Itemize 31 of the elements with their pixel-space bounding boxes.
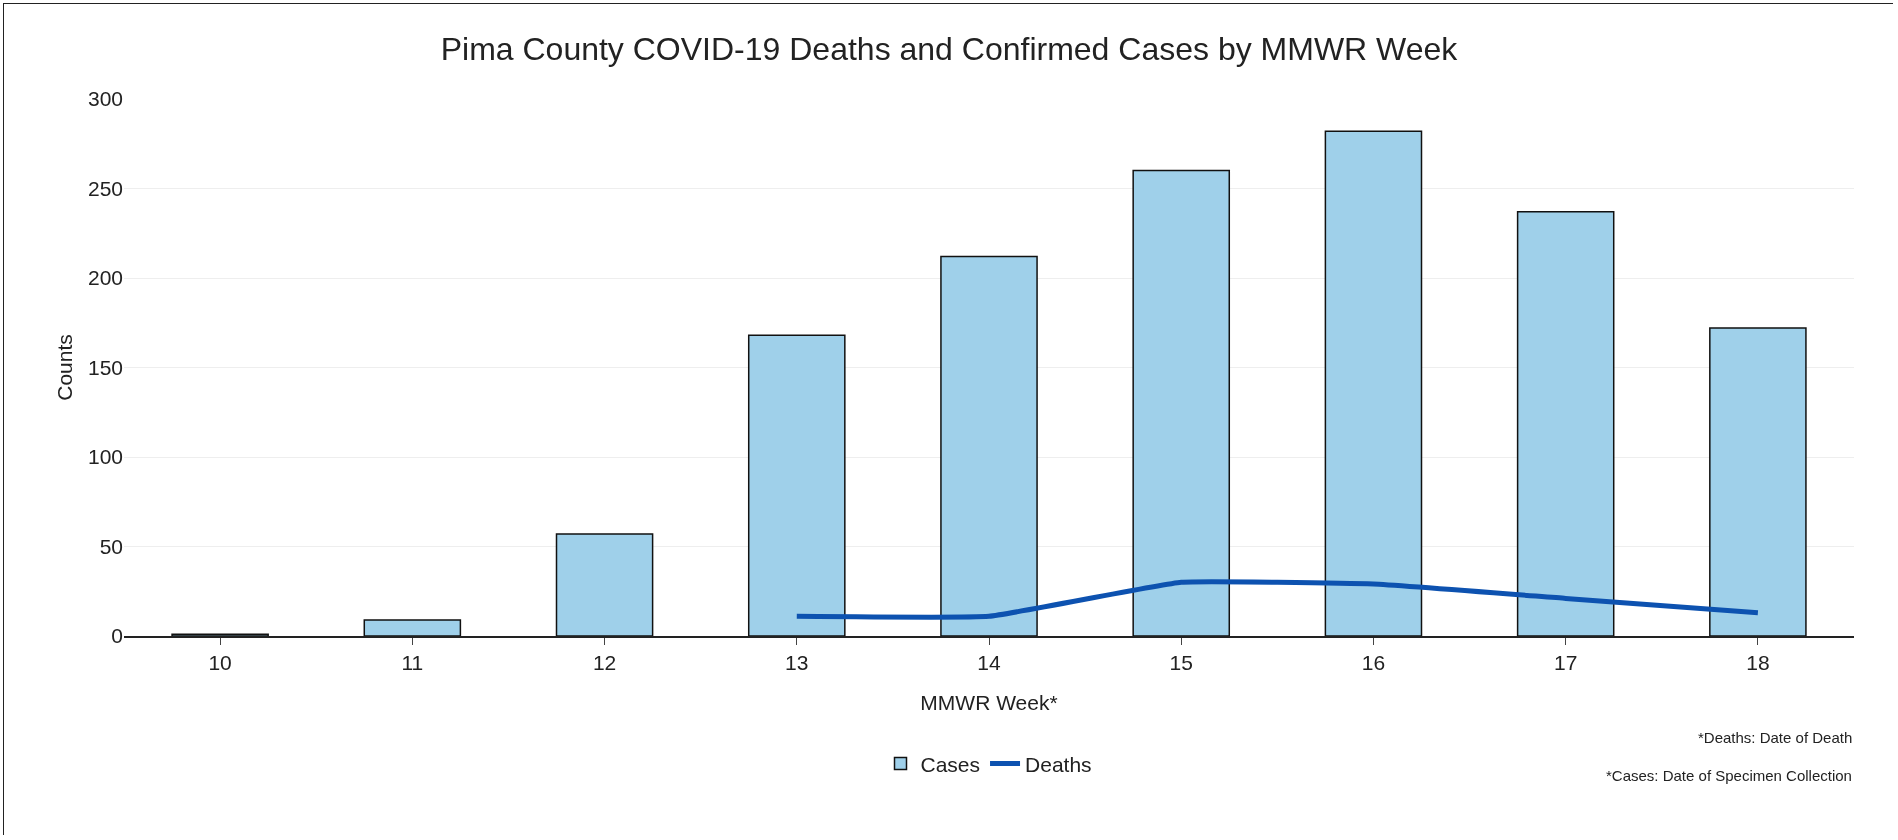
y-tick-label: 150 xyxy=(87,355,123,379)
bar xyxy=(747,334,846,636)
bar xyxy=(1324,130,1423,636)
x-tick-label: 11 xyxy=(401,650,424,674)
y-tick-label: 250 xyxy=(87,176,123,200)
y-axis-title: Counts xyxy=(53,334,76,401)
bar xyxy=(1132,169,1231,636)
y-tick-label: 0 xyxy=(111,624,123,648)
bar xyxy=(940,255,1038,636)
y-tick-label: 300 xyxy=(87,87,123,111)
bar xyxy=(1709,327,1807,636)
text: *Deaths: Date of Death xyxy=(1698,729,1853,746)
bar xyxy=(363,619,462,636)
y-tick-label: 50 xyxy=(99,534,123,558)
text: *Cases: Date of Specimen Collection xyxy=(1606,767,1852,784)
x-tick-label: 12 xyxy=(592,650,617,674)
x-tick-label: 18 xyxy=(1746,650,1770,674)
bar xyxy=(1516,211,1615,636)
x-tick-label: 13 xyxy=(785,650,809,674)
x-axis-title: MMWR Week* xyxy=(920,690,1058,714)
legend-label: Cases xyxy=(920,752,981,776)
y-tick-label: 100 xyxy=(87,445,123,469)
x-tick-label: 10 xyxy=(208,650,232,674)
x-tick-label: 17 xyxy=(1553,650,1578,674)
x-tick-label: 16 xyxy=(1361,650,1386,674)
legend-label: Deaths xyxy=(1025,752,1092,776)
bar xyxy=(555,533,654,636)
x-tick-label: 15 xyxy=(1169,650,1193,674)
chart-title: Pima County COVID-19 Deaths and Confirmed Cases by MMWR Week xyxy=(440,30,1459,67)
y-tick-label: 200 xyxy=(87,266,123,290)
x-tick-label: 14 xyxy=(977,650,1001,674)
